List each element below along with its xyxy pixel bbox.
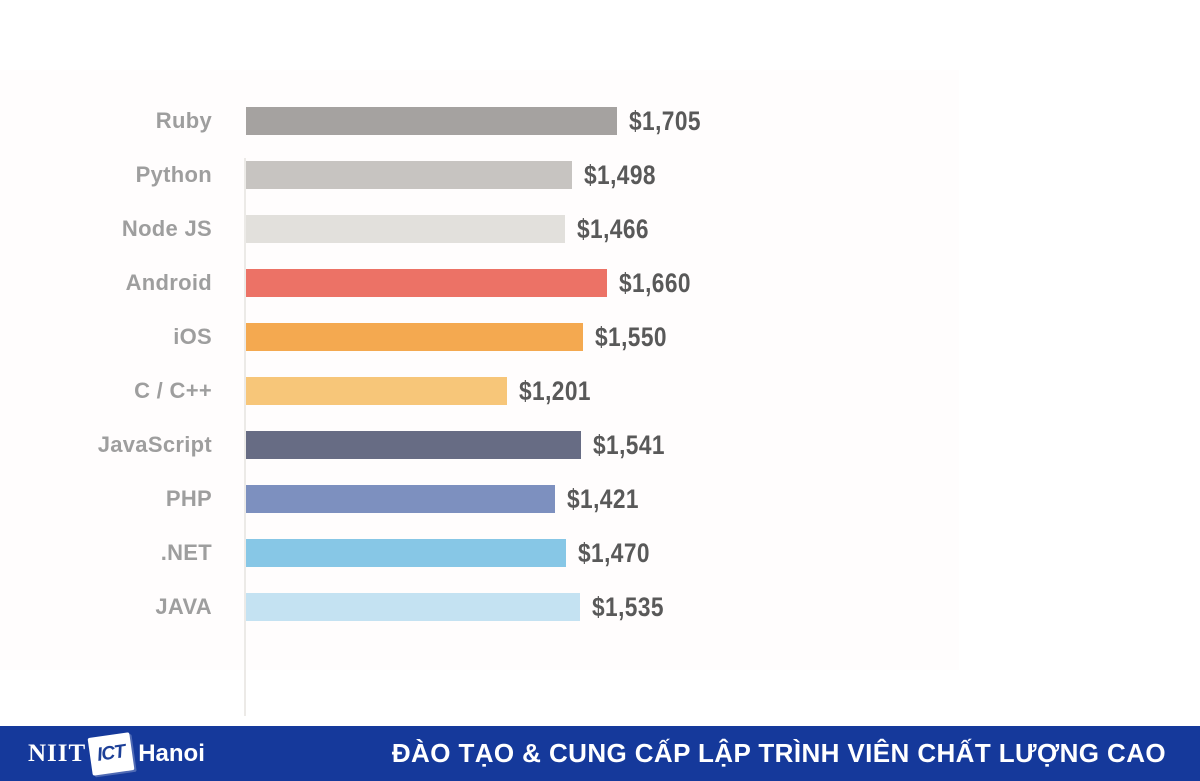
bar-value: $1,541 [593, 430, 665, 460]
bar-value: $1,421 [567, 484, 639, 514]
bar-label: iOS [173, 324, 212, 349]
bar-row: iOS $1,550 [0, 323, 959, 351]
bar-row: PHP $1,421 [0, 485, 959, 513]
bar-row: .NET $1,470 [0, 539, 959, 567]
bar-label: PHP [165, 486, 212, 511]
bar-row: Ruby $1,705 [0, 107, 959, 135]
footer-banner: NIIT ICT Hanoi ĐÀO TẠO & CUNG CẤP LẬP TR… [0, 726, 1200, 781]
y-axis-line [244, 158, 246, 716]
bar-label: Android [125, 270, 212, 295]
bar [246, 269, 607, 297]
bar-value: $1,498 [584, 160, 656, 190]
niit-ict-hanoi-logo: NIIT ICT Hanoi [28, 731, 205, 776]
bar-label: C / C++ [134, 378, 212, 403]
bar-label: JAVA [155, 594, 212, 619]
bar [246, 215, 565, 243]
bar-row: JAVA $1,535 [0, 593, 959, 621]
bar [246, 107, 617, 135]
logo-ict-text: ICT [95, 740, 127, 766]
bar-label: Node JS [121, 216, 212, 241]
bar [246, 161, 572, 189]
bar-value: $1,470 [578, 538, 650, 568]
chart-canvas: Ruby $1,705 Python $1,498 Node JS $1,466 Andro… [0, 70, 959, 716]
logo-hanoi-text: Hanoi [138, 739, 205, 767]
bar-value: $1,660 [619, 268, 691, 298]
bar-row: Python $1,498 [0, 161, 959, 189]
bar-label: Ruby [155, 108, 212, 133]
bar-value: $1,550 [595, 322, 667, 352]
bar-value: $1,535 [592, 592, 664, 622]
bar-label: JavaScript [97, 432, 212, 457]
ict-logo-icon: ICT [87, 731, 135, 776]
bar [246, 593, 580, 621]
bar-row: JavaScript $1,541 [0, 431, 959, 459]
bar-value: $1,201 [519, 376, 591, 406]
bar-value: $1,466 [577, 214, 649, 244]
bar [246, 431, 581, 459]
bar-label: .NET [160, 540, 212, 565]
bar-row: Android $1,660 [0, 269, 959, 297]
bar-label: Python [135, 162, 212, 187]
bar [246, 485, 555, 513]
bar-row: Node JS $1,466 [0, 215, 959, 243]
bar [246, 377, 507, 405]
bar-value: $1,705 [629, 106, 701, 136]
footer-slogan: ĐÀO TẠO & CUNG CẤP LẬP TRÌNH VIÊN CHẤT L… [391, 738, 1166, 768]
bar-row: C / C++ $1,201 [0, 377, 959, 405]
bar [246, 323, 583, 351]
logo-niit-text: NIIT [28, 739, 87, 767]
bar [246, 539, 566, 567]
